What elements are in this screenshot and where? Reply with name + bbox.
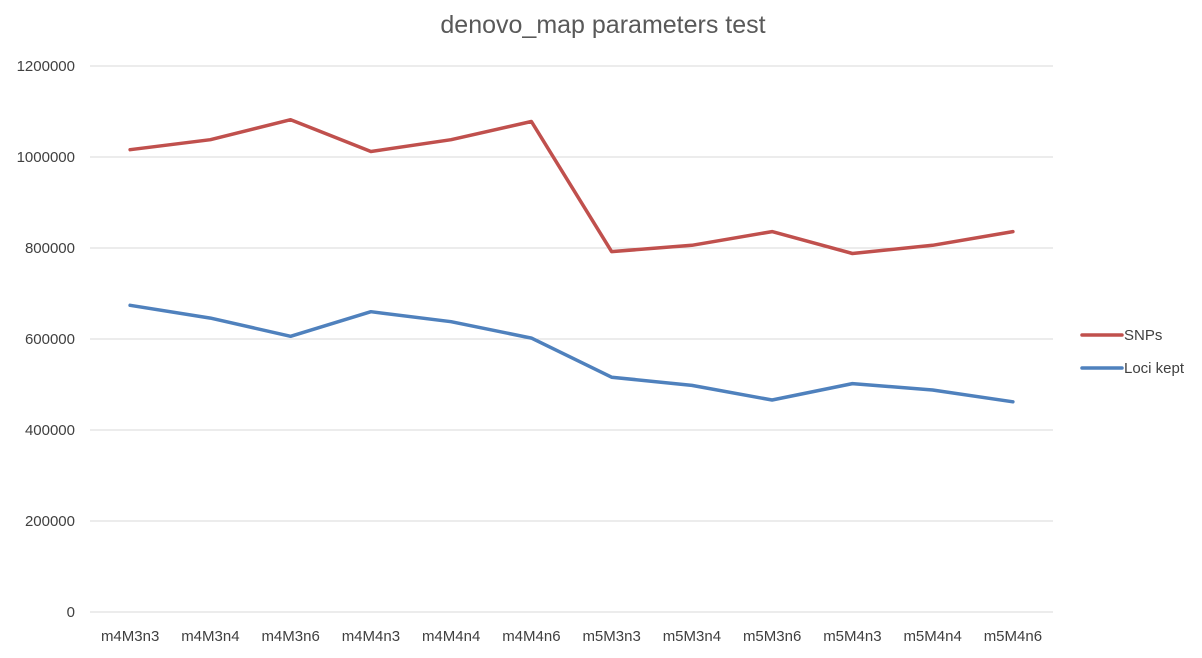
x-tick-label: m5M3n6	[743, 628, 801, 645]
legend: SNPs Loci kept	[1080, 327, 1185, 377]
y-tick-label: 400000	[25, 422, 75, 439]
x-tick-label: m5M4n6	[984, 628, 1042, 645]
y-axis-ticks: 0 200000 400000 600000 800000 1000000 1200000	[17, 58, 75, 621]
x-tick-label: m5M3n4	[663, 628, 721, 645]
y-tick-label: 1000000	[17, 149, 75, 166]
y-tick-label: 200000	[25, 513, 75, 530]
series-line-loci-kept	[128, 303, 1015, 404]
y-tick-label: 1200000	[17, 58, 75, 75]
x-tick-label: m4M3n4	[181, 628, 239, 645]
y-tick-label: 800000	[25, 240, 75, 257]
x-tick-label: m4M3n3	[101, 628, 159, 645]
x-tick-label: m4M4n3	[342, 628, 400, 645]
x-tick-label: m5M4n4	[903, 628, 961, 645]
y-tick-label: 600000	[25, 331, 75, 348]
x-tick-label: m4M4n4	[422, 628, 480, 645]
series-lines	[128, 117, 1015, 404]
chart-title: denovo_map parameters test	[440, 11, 765, 39]
x-tick-label: m5M3n3	[582, 628, 640, 645]
x-tick-label: m4M3n6	[261, 628, 319, 645]
series-line-snps	[128, 117, 1015, 256]
y-tick-label: 0	[67, 604, 75, 621]
legend-label: Loci kept	[1124, 360, 1185, 377]
gridlines	[90, 65, 1053, 613]
x-tick-label: m4M4n6	[502, 628, 560, 645]
legend-label: SNPs	[1124, 327, 1162, 344]
x-tick-label: m5M4n3	[823, 628, 881, 645]
x-axis-ticks: m4M3n3 m4M3n4 m4M3n6 m4M4n3 m4M4n4 m4M4n6 m5M3…	[101, 628, 1042, 645]
